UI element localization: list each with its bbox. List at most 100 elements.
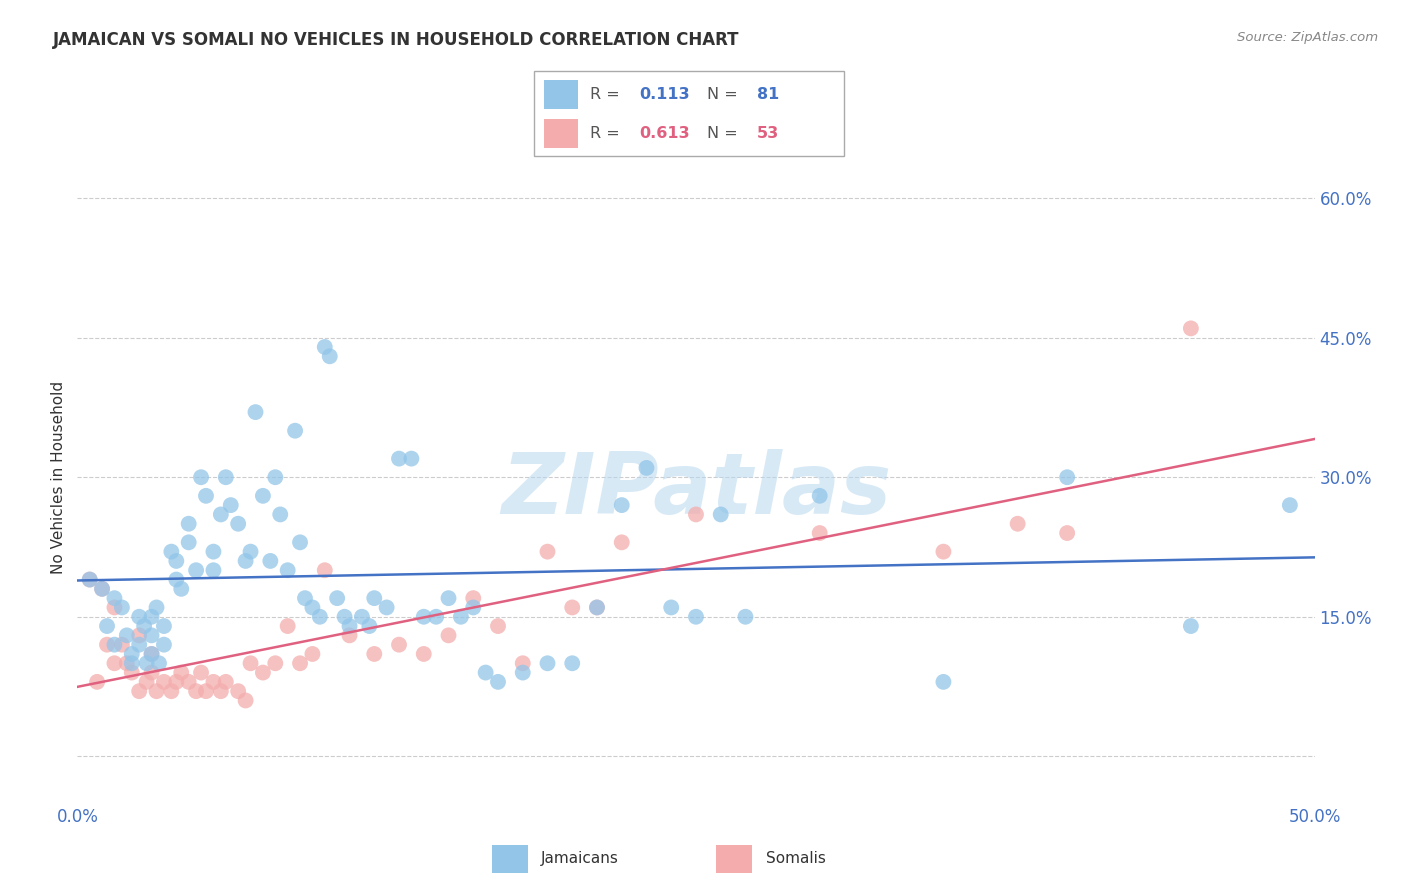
Point bbox=[209, 684, 232, 698]
Point bbox=[177, 535, 200, 549]
Point bbox=[401, 451, 423, 466]
Point bbox=[437, 591, 460, 606]
Point bbox=[177, 674, 200, 689]
Point bbox=[165, 674, 187, 689]
Point bbox=[111, 600, 134, 615]
Point bbox=[153, 638, 176, 652]
Point bbox=[333, 609, 356, 624]
Point bbox=[301, 647, 323, 661]
Point bbox=[339, 628, 361, 642]
Point bbox=[1180, 619, 1202, 633]
Point bbox=[141, 665, 163, 680]
Point bbox=[388, 451, 411, 466]
Point bbox=[184, 684, 207, 698]
Point bbox=[209, 508, 232, 522]
Point bbox=[412, 609, 434, 624]
Point bbox=[128, 684, 150, 698]
Point bbox=[121, 657, 143, 671]
Point bbox=[474, 665, 496, 680]
Point bbox=[245, 405, 267, 419]
Text: R =: R = bbox=[591, 126, 624, 141]
Point bbox=[86, 674, 108, 689]
Point bbox=[808, 489, 831, 503]
FancyBboxPatch shape bbox=[534, 71, 844, 156]
Point bbox=[111, 638, 134, 652]
Point bbox=[288, 535, 311, 549]
Point bbox=[1056, 470, 1078, 484]
Point bbox=[145, 600, 167, 615]
Point bbox=[1056, 526, 1078, 541]
Point bbox=[195, 489, 218, 503]
Point bbox=[363, 591, 385, 606]
Point bbox=[226, 516, 249, 531]
Point bbox=[170, 665, 193, 680]
Text: Somalis: Somalis bbox=[766, 851, 825, 866]
Point bbox=[165, 573, 187, 587]
Text: R =: R = bbox=[591, 87, 624, 102]
Point bbox=[96, 638, 118, 652]
Text: Jamaicans: Jamaicans bbox=[541, 851, 619, 866]
Point bbox=[463, 591, 485, 606]
Point bbox=[128, 609, 150, 624]
Point bbox=[685, 508, 707, 522]
Point bbox=[252, 489, 274, 503]
Point bbox=[269, 508, 291, 522]
Point bbox=[264, 657, 287, 671]
Point bbox=[319, 349, 342, 363]
Point bbox=[148, 657, 170, 671]
Point bbox=[202, 544, 225, 558]
Point bbox=[215, 674, 238, 689]
Text: JAMAICAN VS SOMALI NO VEHICLES IN HOUSEHOLD CORRELATION CHART: JAMAICAN VS SOMALI NO VEHICLES IN HOUSEH… bbox=[53, 31, 740, 49]
Point bbox=[103, 657, 125, 671]
Point bbox=[190, 470, 212, 484]
Point bbox=[586, 600, 609, 615]
FancyBboxPatch shape bbox=[492, 845, 527, 872]
Point bbox=[586, 600, 609, 615]
Point bbox=[153, 674, 176, 689]
Point bbox=[1278, 498, 1301, 512]
Point bbox=[202, 674, 225, 689]
Point bbox=[160, 684, 183, 698]
Point bbox=[1180, 321, 1202, 335]
Point bbox=[294, 591, 316, 606]
Point bbox=[239, 657, 262, 671]
Point bbox=[486, 674, 509, 689]
FancyBboxPatch shape bbox=[544, 119, 578, 147]
Point bbox=[259, 554, 281, 568]
Point bbox=[128, 638, 150, 652]
Point bbox=[437, 628, 460, 642]
Text: 81: 81 bbox=[756, 87, 779, 102]
Text: 0.113: 0.113 bbox=[640, 87, 690, 102]
FancyBboxPatch shape bbox=[717, 845, 752, 872]
Text: ZIPatlas: ZIPatlas bbox=[501, 449, 891, 532]
Point bbox=[91, 582, 114, 596]
Point bbox=[239, 544, 262, 558]
Point bbox=[314, 340, 336, 354]
Point bbox=[121, 665, 143, 680]
Point bbox=[636, 461, 658, 475]
Point bbox=[202, 563, 225, 577]
Point bbox=[277, 563, 299, 577]
Point bbox=[96, 619, 118, 633]
Point bbox=[301, 600, 323, 615]
Point bbox=[135, 657, 157, 671]
Point bbox=[685, 609, 707, 624]
Point bbox=[264, 470, 287, 484]
Point bbox=[128, 628, 150, 642]
Point bbox=[145, 684, 167, 698]
Point bbox=[412, 647, 434, 661]
Point bbox=[512, 657, 534, 671]
Point bbox=[190, 665, 212, 680]
Point bbox=[350, 609, 373, 624]
Point bbox=[425, 609, 447, 624]
Point bbox=[219, 498, 242, 512]
Point bbox=[195, 684, 218, 698]
Point bbox=[808, 526, 831, 541]
Point bbox=[486, 619, 509, 633]
Text: 53: 53 bbox=[756, 126, 779, 141]
Point bbox=[610, 498, 633, 512]
Point bbox=[363, 647, 385, 661]
Point bbox=[388, 638, 411, 652]
Point bbox=[141, 647, 163, 661]
Point bbox=[463, 600, 485, 615]
